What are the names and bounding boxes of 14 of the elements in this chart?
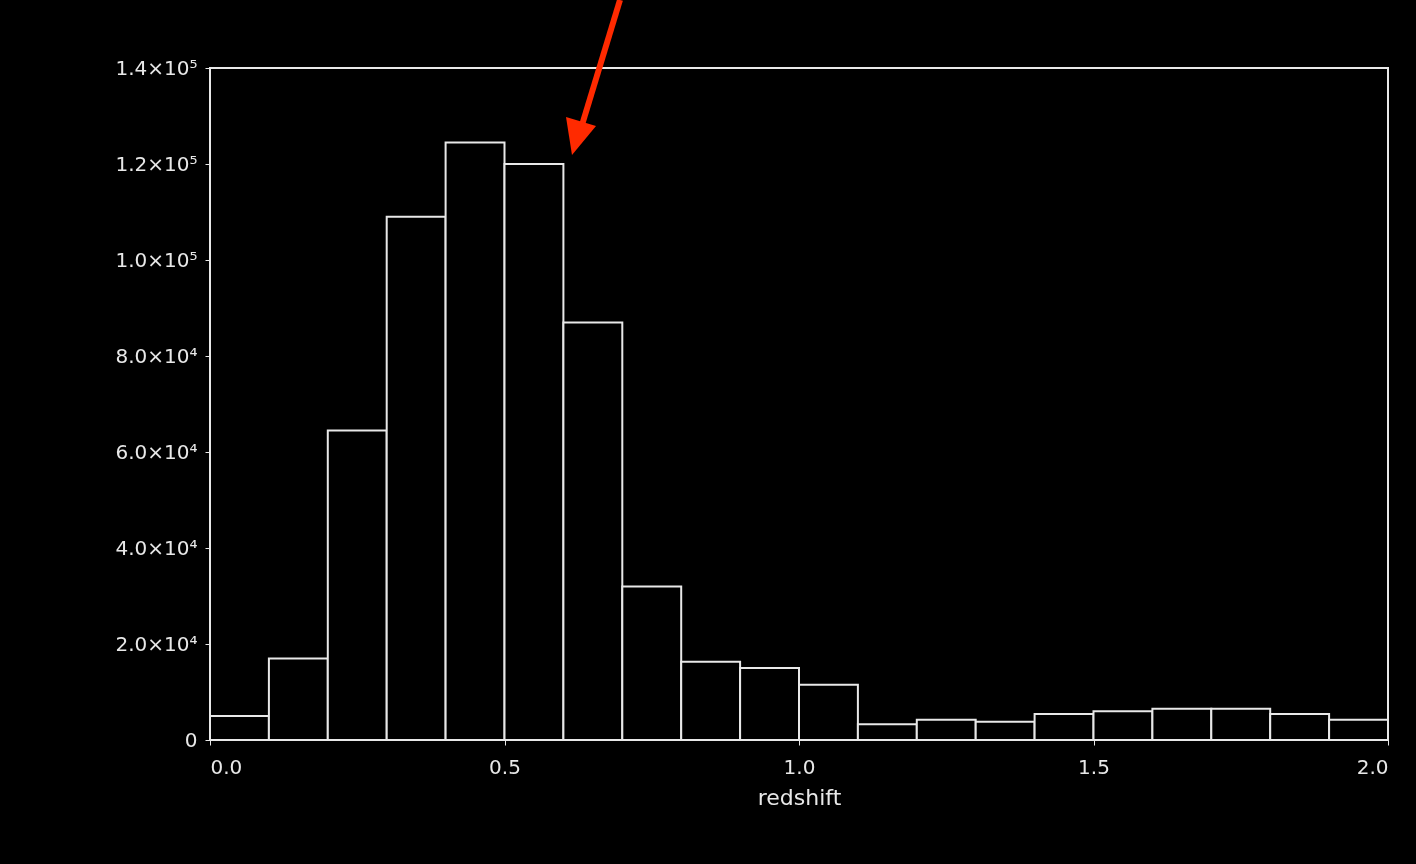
x-tick-label: 1.5 — [1078, 754, 1110, 779]
y-tick-label: 0 — [184, 727, 198, 752]
x-axis-title: redshift — [757, 784, 842, 810]
y-tick-label: 8.0×10⁴ — [115, 343, 198, 368]
y-tick-label: 1.2×10⁵ — [115, 151, 198, 176]
x-tick-label: 0.0 — [210, 754, 243, 779]
x-tick-label: 1.0 — [783, 754, 816, 779]
x-tick-label: 0.5 — [489, 754, 521, 779]
y-tick-label: 1.0×10⁵ — [115, 247, 198, 272]
y-tick-label: 6.0×10⁴ — [115, 439, 198, 464]
y-tick-label: 4.0×10⁴ — [115, 535, 198, 560]
y-tick-label: 1.4×10⁵ — [115, 55, 198, 80]
x-tick-label: 2.0 — [1356, 754, 1389, 779]
y-tick-label: 2.0×10⁴ — [115, 631, 198, 656]
